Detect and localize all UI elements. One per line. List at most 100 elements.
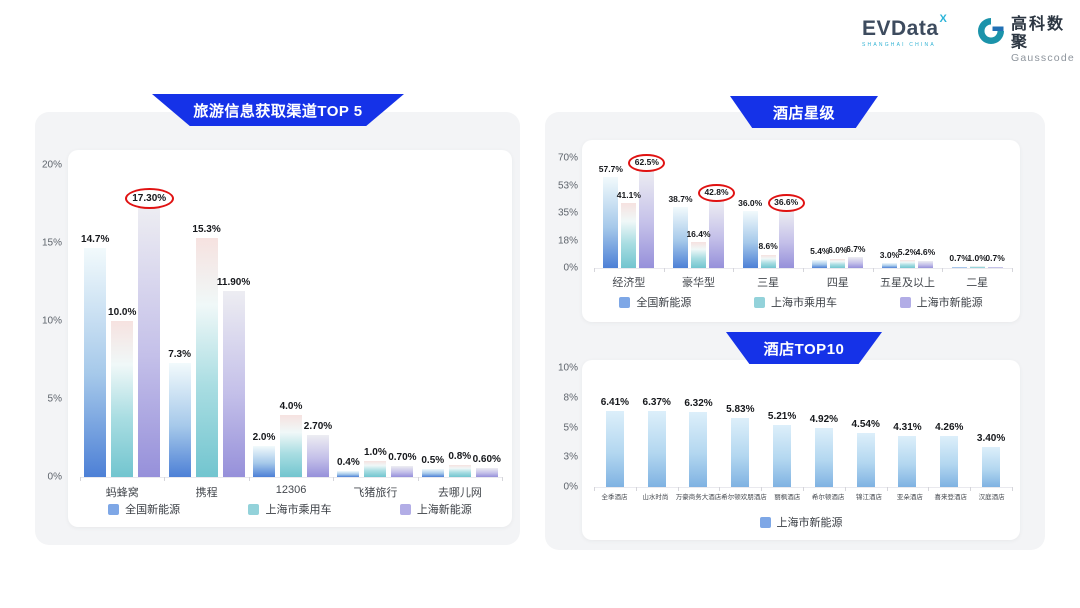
legend-item[interactable]: 上海市乘用车: [753, 294, 837, 310]
bar-value-label: 5.4%: [810, 246, 830, 257]
bar[interactable]: [731, 417, 750, 487]
bar[interactable]: [279, 414, 302, 477]
bar-column: 0.70%: [388, 165, 417, 477]
hotel-star-title-banner: 酒店星级: [730, 96, 878, 128]
bar[interactable]: [672, 207, 688, 268]
bar-value-label: 36.0%: [738, 198, 763, 209]
bar[interactable]: [84, 247, 107, 477]
bar[interactable]: [252, 445, 275, 477]
legend-item[interactable]: 上海市新能源: [899, 294, 983, 310]
bar-column: 1.0%: [364, 165, 387, 477]
bar-group: 38.7% 16.4% 42.8%: [668, 158, 736, 268]
y-axis: 0% 3% 5% 8% 10%: [543, 363, 578, 493]
bar[interactable]: [448, 464, 471, 477]
legend-label: 上海市乘用车: [265, 504, 332, 516]
axis-tick: [635, 487, 637, 491]
bar-value-label: 1.0%: [967, 253, 987, 264]
bar[interactable]: [337, 470, 360, 477]
evdata-logo: EVDataX SHANGHAI CHINA: [862, 14, 967, 49]
gausscode-logo-text: 高科数聚 Gausscode: [1011, 16, 1080, 64]
bar-value-label: 4.26%: [935, 422, 964, 434]
y-axis: 0% 18% 35% 53% 70%: [543, 153, 578, 274]
bar-value-label: 6.32%: [684, 397, 713, 409]
x-category-label: 丽枫酒店: [774, 494, 801, 501]
bar[interactable]: [195, 238, 218, 477]
bar[interactable]: [898, 435, 917, 487]
legend-swatch: [248, 503, 260, 515]
bar[interactable]: [391, 466, 414, 477]
bar[interactable]: [982, 446, 1001, 487]
hotel-top10-title-banner: 酒店TOP10: [726, 332, 882, 364]
bar-column: 5.4%: [810, 158, 830, 268]
bar-value-label-circled: 17.30%: [124, 188, 174, 210]
bar[interactable]: [987, 266, 1003, 268]
bar-group: 7.3% 15.3% 11.90%: [168, 165, 250, 477]
bar[interactable]: [742, 211, 758, 268]
bar-column: 57.7%: [599, 158, 623, 268]
bar[interactable]: [421, 469, 444, 477]
bar-column: 10.0%: [108, 165, 136, 477]
bar[interactable]: [708, 200, 724, 268]
bar-column: 3.0%: [880, 158, 899, 268]
bar[interactable]: [881, 263, 897, 268]
bar[interactable]: [951, 266, 967, 268]
bar-column: 4.31%: [893, 368, 922, 487]
legend-item[interactable]: 上海市乘用车: [248, 501, 331, 517]
legend-item[interactable]: 全国新能源: [108, 501, 180, 517]
bar[interactable]: [773, 425, 792, 487]
x-category-label: 飞猪旅行: [353, 487, 398, 499]
bar[interactable]: [689, 411, 708, 487]
gausscode-g-icon: [976, 16, 1006, 46]
bar[interactable]: [848, 257, 864, 268]
bar[interactable]: [856, 432, 875, 487]
bar[interactable]: [306, 434, 329, 477]
bar[interactable]: [364, 461, 387, 477]
bar[interactable]: [940, 436, 959, 487]
bar-column: 11.90%: [217, 165, 250, 477]
bar[interactable]: [760, 254, 776, 268]
axis-tick: [803, 487, 804, 491]
bar[interactable]: [812, 259, 828, 268]
bar-column: 42.8%: [698, 158, 736, 268]
bar[interactable]: [111, 321, 134, 477]
bar[interactable]: [690, 242, 706, 268]
bar-group: 14.7% 10.0% 17.30%: [81, 165, 174, 477]
bar-value-label: 0.8%: [448, 450, 472, 462]
legend-swatch: [619, 296, 631, 308]
legend-item[interactable]: 上海市新能源: [759, 514, 843, 530]
bar[interactable]: [621, 203, 637, 268]
bar[interactable]: [647, 411, 666, 487]
bar-column: 36.6%: [767, 158, 805, 268]
bar[interactable]: [222, 291, 245, 477]
bar[interactable]: [778, 210, 794, 268]
axis-tick: [502, 477, 503, 481]
bar[interactable]: [603, 177, 619, 268]
bar-column: 14.7%: [81, 165, 109, 477]
bar[interactable]: [969, 266, 985, 268]
bar-column: 0.7%: [985, 158, 1005, 268]
bar[interactable]: [899, 259, 915, 268]
bar[interactable]: [917, 260, 933, 268]
bar[interactable]: [814, 428, 833, 487]
bar[interactable]: [168, 363, 191, 477]
axis-tick: [80, 477, 81, 481]
y-tick-label: 10%: [41, 315, 62, 327]
bar-group: 6.37%: [643, 368, 671, 487]
bar-column: 0.8%: [448, 165, 472, 477]
bar-column: 5.83%: [726, 368, 754, 487]
bar[interactable]: [830, 258, 846, 268]
bar-value-label: 11.90%: [216, 277, 251, 289]
legend-item[interactable]: 上海新能源: [399, 501, 472, 517]
legend-item[interactable]: 全国新能源: [619, 294, 691, 310]
bar[interactable]: [138, 207, 161, 477]
bar[interactable]: [605, 410, 624, 487]
x-category-label: 二星: [966, 277, 989, 289]
bar-value-label: 6.0%: [828, 245, 848, 256]
bar[interactable]: [475, 467, 498, 477]
bar[interactable]: [639, 170, 655, 268]
axis-tick: [928, 487, 930, 491]
y-axis: 0% 5% 10% 15% 20%: [26, 160, 62, 483]
bar-column: 62.5%: [628, 153, 666, 268]
bar-group: 6.32%: [684, 368, 713, 487]
